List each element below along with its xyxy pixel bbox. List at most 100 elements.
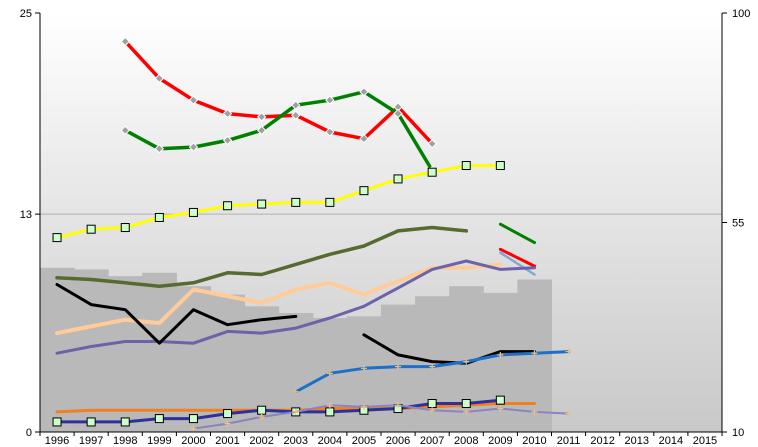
data-point — [565, 348, 572, 355]
data-point — [395, 402, 402, 409]
series-group — [55, 259, 536, 355]
x-tick-label: 2012 — [590, 435, 614, 447]
x-tick-label: 2015 — [693, 435, 717, 447]
x-tick-label: 2003 — [284, 435, 308, 447]
data-point — [120, 417, 130, 427]
data-point — [223, 409, 233, 419]
series-group — [499, 251, 536, 276]
data-point — [429, 407, 436, 414]
series-line — [498, 222, 536, 245]
data-point — [461, 161, 471, 171]
data-point — [120, 125, 130, 136]
x-tick-label: 2007 — [420, 435, 444, 447]
x-tick-label: 2010 — [522, 435, 546, 447]
data-point — [188, 142, 199, 152]
x-tick-label: 2001 — [215, 435, 239, 447]
x-tick-label: 2011 — [557, 435, 581, 447]
data-point — [497, 351, 504, 358]
data-point — [463, 358, 470, 365]
data-point — [120, 223, 130, 233]
series-group — [498, 247, 536, 268]
series-group — [498, 222, 536, 245]
data-point — [256, 125, 267, 136]
series-line — [55, 259, 536, 355]
x-tick-label: 1999 — [147, 435, 171, 447]
data-point — [393, 108, 403, 119]
data-point — [258, 413, 265, 420]
data-point — [427, 139, 437, 149]
x-tick-label: 2004 — [318, 435, 342, 447]
x-tick-label: 2002 — [249, 435, 273, 447]
data-point — [154, 73, 165, 84]
x-tick-label: 1997 — [79, 435, 103, 447]
data-point — [326, 402, 333, 409]
series-line — [123, 90, 434, 173]
data-point — [325, 127, 335, 137]
bar — [74, 269, 109, 432]
data-point — [497, 405, 504, 412]
data-point — [495, 161, 505, 171]
data-point — [257, 405, 267, 415]
series-line — [55, 398, 502, 424]
x-tick-label: 2008 — [454, 435, 478, 447]
series-group — [55, 225, 469, 288]
data-point — [325, 95, 335, 105]
x-tick-label: 1996 — [45, 435, 69, 447]
x-tick-label: 1998 — [113, 435, 137, 447]
x-tick-label: 2013 — [625, 435, 649, 447]
data-point — [325, 197, 335, 207]
series-line — [55, 283, 298, 345]
x-tick-label: 2014 — [659, 435, 683, 447]
data-point — [359, 87, 369, 97]
data-point — [360, 365, 367, 372]
data-point — [120, 36, 130, 47]
data-point — [154, 212, 164, 222]
data-point — [188, 207, 198, 217]
series-group — [292, 348, 572, 395]
data-point — [222, 108, 233, 119]
data-point — [291, 100, 301, 110]
data-point — [531, 350, 538, 357]
data-point — [359, 186, 369, 196]
y-tick-label: 25 — [20, 8, 32, 20]
data-point — [188, 414, 198, 424]
y2-tick-label: 10 — [732, 427, 744, 439]
y-tick-label: 13 — [20, 209, 32, 221]
data-point — [292, 388, 299, 395]
data-point — [429, 363, 436, 370]
line-series — [52, 36, 572, 432]
data-point — [359, 133, 369, 144]
data-point — [190, 425, 197, 432]
data-point — [291, 110, 301, 120]
data-point — [224, 420, 231, 427]
x-tick-label: 2009 — [488, 435, 512, 447]
series-group — [190, 402, 572, 432]
data-point — [86, 224, 96, 234]
data-point — [154, 144, 165, 154]
y-tick-label: 0 — [26, 427, 32, 439]
series-group — [362, 333, 536, 365]
y2-tick-label: 55 — [732, 218, 744, 230]
series-line — [55, 262, 503, 336]
series-group — [55, 262, 503, 336]
series-line — [55, 225, 469, 288]
data-point — [223, 201, 233, 211]
series-line — [55, 164, 502, 240]
tick-labels: 0 13 25 10 55 100 1996 1997 1998 1999 2000 2001 2002… — [20, 8, 751, 447]
series-group — [55, 283, 298, 345]
series-line — [362, 333, 536, 365]
data-point — [393, 174, 403, 184]
data-point — [256, 112, 267, 122]
series-line — [498, 247, 536, 268]
data-point — [52, 417, 62, 427]
data-point — [565, 410, 572, 417]
data-point — [291, 197, 301, 207]
bar — [142, 272, 177, 432]
data-point — [427, 399, 437, 409]
data-point — [86, 417, 96, 427]
x-tick-label: 2000 — [181, 435, 205, 447]
series-line — [499, 251, 536, 276]
x-tick-label: 2006 — [386, 435, 410, 447]
data-point — [463, 408, 470, 415]
